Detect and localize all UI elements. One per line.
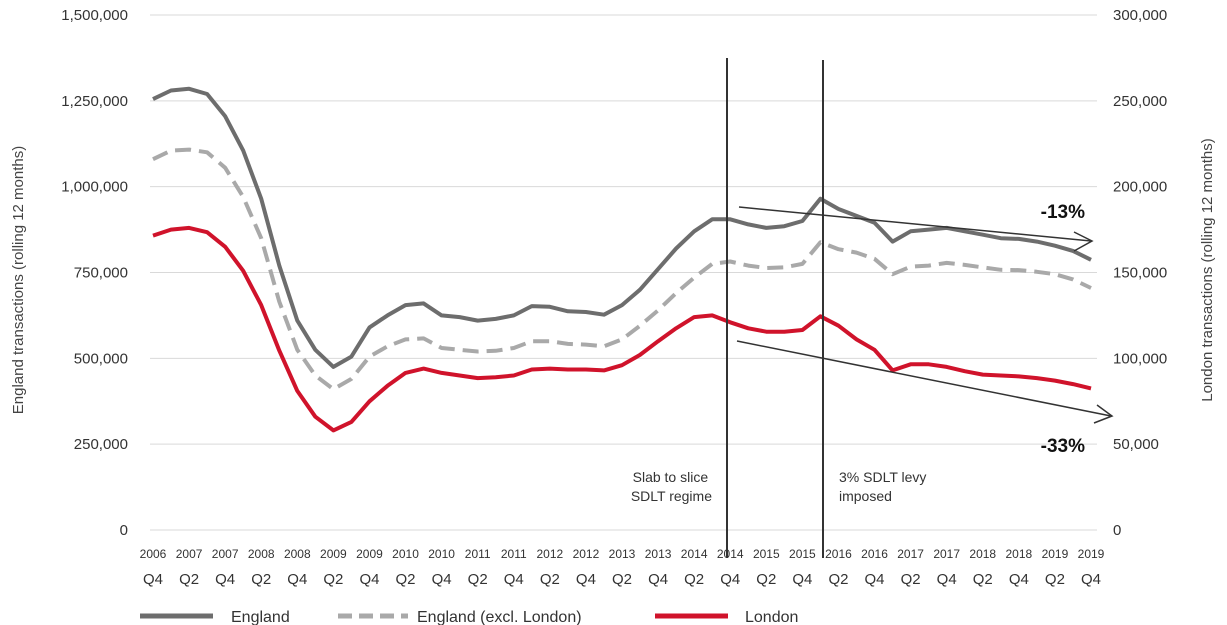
right-y-tick-label: 100,000 <box>1113 350 1167 367</box>
left-y-tick-label: 500,000 <box>74 350 128 367</box>
x-tick-year: 2010 <box>392 547 419 561</box>
series-lines <box>152 86 1092 433</box>
annotation-slab-to-slice: Slab to slice SDLT regime <box>631 469 712 504</box>
x-tick-year: 2006 <box>140 547 167 561</box>
right-axis-title: London transactions (rolling 12 months) <box>1199 138 1216 401</box>
series-line-england-excl-london <box>152 147 1092 392</box>
x-tick-quarter: Q4 <box>865 571 885 588</box>
right-y-axis: 0 50,000 100,000 150,000 200,000 250,000 300,0… <box>1113 7 1167 539</box>
x-tick-quarter: Q2 <box>251 571 271 588</box>
x-tick-year: 2017 <box>933 547 960 561</box>
x-tick-quarter: Q4 <box>1009 571 1029 588</box>
series-line-london <box>152 225 1092 433</box>
x-tick-year: 2015 <box>753 547 780 561</box>
x-tick-quarter: Q2 <box>1045 571 1065 588</box>
x-tick-quarter: Q4 <box>504 571 524 588</box>
right-y-tick-label: 200,000 <box>1113 179 1167 196</box>
london-trend-arrow <box>736 340 1114 424</box>
x-axis: 2006 Q4 2007 Q2 2007 Q4 2008 Q2 2008 Q4 2009 Q2 2009… <box>140 547 1105 588</box>
x-tick-quarter: Q2 <box>323 571 343 588</box>
legend-label-england: England <box>231 609 290 625</box>
x-tick-quarter: Q2 <box>828 571 848 588</box>
x-tick-year: 2012 <box>573 547 600 561</box>
london-change-label: -33% <box>1041 436 1085 457</box>
gridlines <box>150 14 1097 531</box>
x-tick-year: 2008 <box>284 547 311 561</box>
right-y-tick-label: 300,000 <box>1113 7 1167 24</box>
left-y-tick-label: 750,000 <box>74 265 128 282</box>
x-tick-year: 2009 <box>356 547 383 561</box>
x-tick-quarter: Q2 <box>973 571 993 588</box>
right-y-tick-label: 50,000 <box>1113 436 1159 453</box>
x-tick-year: 2007 <box>176 547 203 561</box>
annotation-sdlt-levy: 3% SDLT levy imposed <box>839 469 930 504</box>
x-tick-quarter: Q2 <box>612 571 632 588</box>
x-tick-quarter: Q4 <box>792 571 812 588</box>
left-y-axis: 0 250,000 500,000 750,000 1,000,000 1,250,000… <box>61 7 128 539</box>
x-tick-year: 2013 <box>645 547 672 561</box>
x-tick-quarter: Q4 <box>287 571 307 588</box>
x-tick-quarter: Q4 <box>432 571 452 588</box>
x-tick-quarter: Q4 <box>215 571 235 588</box>
x-tick-year: 2019 <box>1042 547 1069 561</box>
legend-label-england-excl-london: England (excl. London) <box>417 609 582 625</box>
x-tick-year: 2015 <box>789 547 816 561</box>
x-tick-year: 2014 <box>717 547 744 561</box>
x-tick-year: 2007 <box>212 547 239 561</box>
x-tick-year: 2013 <box>609 547 636 561</box>
x-tick-quarter: Q2 <box>468 571 488 588</box>
england-trend-arrow <box>738 206 1094 252</box>
right-y-tick-label: 250,000 <box>1113 93 1167 110</box>
x-tick-year: 2018 <box>1005 547 1032 561</box>
x-tick-quarter: Q2 <box>179 571 199 588</box>
x-tick-quarter: Q4 <box>576 571 596 588</box>
x-tick-quarter: Q2 <box>684 571 704 588</box>
left-y-tick-label: 1,000,000 <box>61 179 128 196</box>
left-y-tick-label: 0 <box>120 522 128 539</box>
right-y-tick-label: 0 <box>1113 522 1121 539</box>
left-y-tick-label: 1,250,000 <box>61 93 128 110</box>
x-tick-quarter: Q4 <box>648 571 668 588</box>
x-tick-quarter: Q4 <box>720 571 740 588</box>
legend: England England (excl. London) London <box>140 609 798 625</box>
x-tick-year: 2011 <box>501 547 527 561</box>
x-tick-year: 2014 <box>681 547 708 561</box>
series-line-england <box>152 86 1092 369</box>
x-tick-quarter: Q4 <box>937 571 957 588</box>
england-change-label: -13% <box>1041 202 1085 223</box>
left-axis-title: England transactions (rolling 12 months) <box>10 146 27 414</box>
x-tick-year: 2011 <box>465 547 491 561</box>
x-tick-quarter: Q2 <box>756 571 776 588</box>
x-tick-quarter: Q2 <box>396 571 416 588</box>
left-y-tick-label: 250,000 <box>74 436 128 453</box>
x-tick-quarter: Q2 <box>901 571 921 588</box>
x-tick-year: 2010 <box>428 547 455 561</box>
right-y-tick-label: 150,000 <box>1113 265 1167 282</box>
x-tick-year: 2018 <box>969 547 996 561</box>
x-tick-year: 2009 <box>320 547 347 561</box>
x-tick-year: 2012 <box>536 547 563 561</box>
x-tick-quarter: Q4 <box>143 571 163 588</box>
left-y-tick-label: 1,500,000 <box>61 7 128 24</box>
x-tick-year: 2016 <box>861 547 888 561</box>
x-tick-year: 2016 <box>825 547 852 561</box>
x-tick-year: 2019 <box>1078 547 1105 561</box>
x-tick-quarter: Q4 <box>359 571 379 588</box>
x-tick-quarter: Q2 <box>540 571 560 588</box>
x-tick-year: 2017 <box>897 547 924 561</box>
x-tick-quarter: Q4 <box>1081 571 1101 588</box>
x-tick-year: 2008 <box>248 547 275 561</box>
legend-label-london: London <box>745 609 798 625</box>
